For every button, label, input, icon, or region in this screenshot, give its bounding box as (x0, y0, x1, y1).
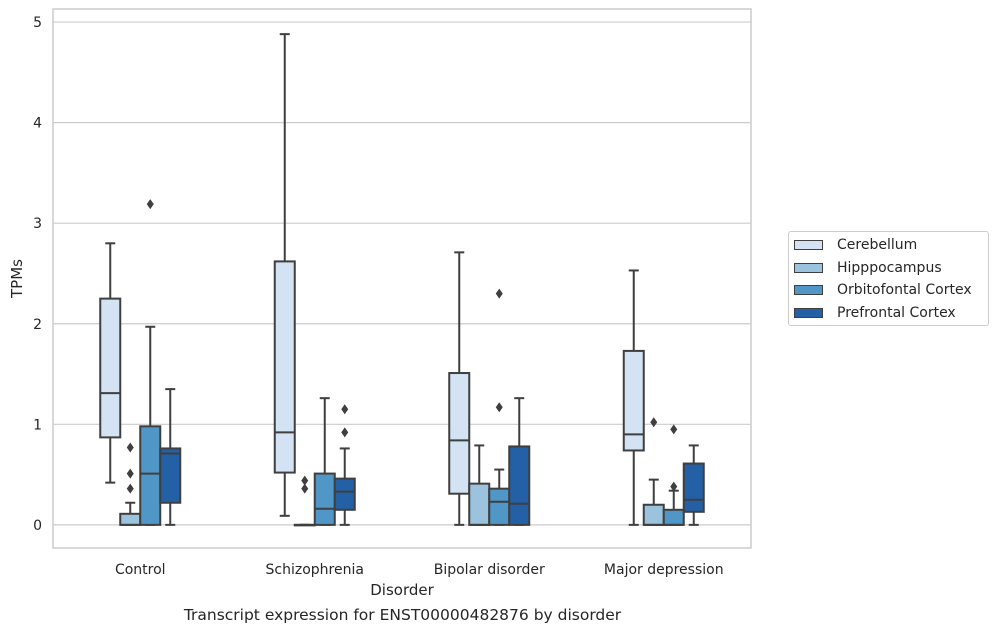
y-tick-label: 1 (33, 417, 42, 433)
box (139, 425, 162, 526)
x-tick-label: Bipolar disorder (434, 562, 545, 578)
legend-label: Prefrontal Cortex (837, 304, 956, 321)
outlier-point (495, 402, 503, 413)
box (622, 349, 645, 452)
box (682, 462, 705, 513)
y-tick-label: 3 (33, 216, 42, 232)
outlier-point (341, 427, 349, 438)
legend-label: Cerebellum (837, 237, 918, 253)
box (333, 477, 356, 511)
box (159, 447, 182, 504)
box (508, 445, 531, 526)
outlier-point (670, 481, 678, 492)
outlier-point (146, 199, 154, 210)
y-tick-label: 2 (33, 317, 42, 333)
legend-label: Orbitofontal Cortex (837, 282, 972, 298)
legend-swatch (794, 307, 823, 318)
plot-frame (52, 8, 752, 549)
y-axis-label: TPMs (8, 259, 26, 299)
outlier-point (301, 475, 309, 486)
x-tick-label: Control (115, 562, 166, 578)
box (488, 487, 511, 526)
legend-item: Prefrontal Cortex (794, 303, 956, 323)
box (642, 503, 665, 526)
y-tick-label: 5 (33, 15, 42, 31)
legend-item: Hipppocampus (794, 258, 942, 278)
y-tick-label: 4 (33, 116, 42, 132)
box (313, 472, 336, 526)
box (273, 260, 296, 474)
legend-swatch (794, 240, 823, 250)
legend-item: Cerebellum (794, 235, 917, 255)
outlier-point (126, 442, 134, 453)
legend-label: Hipppocampus (837, 259, 942, 276)
outlier-point (650, 417, 658, 428)
outlier-point (670, 424, 678, 435)
x-tick-label: Schizophrenia (266, 562, 364, 578)
x-axis-label: Disorder (370, 581, 434, 599)
box (662, 508, 685, 526)
y-tick-label: 0 (33, 518, 42, 534)
box (448, 372, 471, 495)
outlier-point (341, 404, 349, 415)
outlier-point (495, 288, 503, 299)
outlier-point (126, 468, 134, 479)
chart-legend: Cerebellum Hipppocampus Orbitofontal Corte… (788, 231, 989, 326)
outlier-point (301, 483, 309, 494)
box (99, 297, 122, 439)
box (119, 512, 142, 526)
x-tick-label: Major depression (604, 562, 724, 578)
outlier-point (126, 483, 134, 494)
figure-caption: Transcript expression for ENST0000048287… (183, 606, 622, 624)
legend-swatch (794, 285, 823, 295)
box (468, 482, 491, 526)
legend-swatch (794, 262, 823, 273)
legend-item: Orbitofontal Cortex (794, 280, 972, 300)
